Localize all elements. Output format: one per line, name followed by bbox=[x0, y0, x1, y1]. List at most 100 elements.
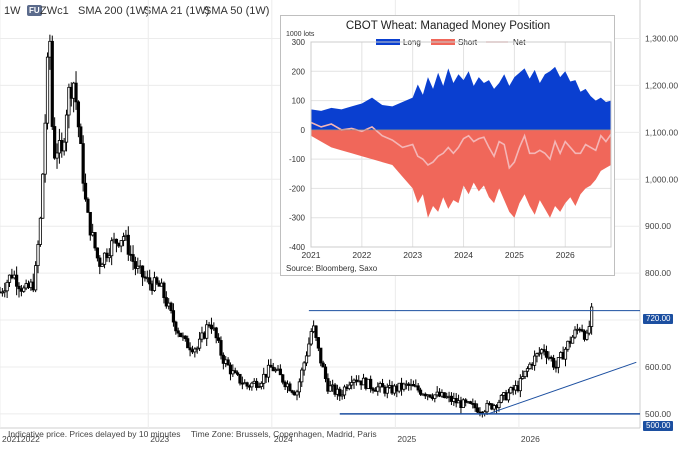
candle-body bbox=[418, 389, 423, 395]
timeframe-label[interactable]: 1W bbox=[4, 5, 21, 17]
candle-body bbox=[573, 329, 577, 338]
sma200-label[interactable]: SMA 200 (1W) bbox=[78, 5, 150, 17]
candle-body bbox=[380, 383, 385, 388]
y-tick-label: 500.00 bbox=[645, 409, 671, 419]
price-tag-500: 500.00 bbox=[643, 421, 674, 431]
candle-body bbox=[100, 263, 104, 267]
y-tick-label: 800.00 bbox=[645, 268, 671, 278]
candle-body bbox=[566, 340, 570, 350]
candle-body bbox=[50, 40, 54, 127]
candle-body bbox=[114, 238, 119, 244]
inset-x-tick-label: 2023 bbox=[403, 250, 422, 260]
candle-body bbox=[369, 378, 373, 390]
candle-body bbox=[205, 324, 209, 339]
candle-body bbox=[385, 386, 389, 394]
inset-unit-label: 1000 lots bbox=[286, 31, 315, 38]
candle-body bbox=[314, 325, 318, 338]
candle-body bbox=[461, 399, 465, 408]
candle-body bbox=[107, 255, 111, 259]
candle-body bbox=[321, 362, 325, 368]
candle-body bbox=[38, 217, 42, 245]
candle-body bbox=[226, 359, 230, 366]
inset-y-tick-label: -200 bbox=[289, 184, 306, 193]
y-tick-label: 1,100.00 bbox=[645, 127, 678, 137]
candle-body bbox=[473, 403, 477, 409]
candle-body bbox=[15, 274, 19, 287]
candle-body bbox=[133, 261, 138, 269]
candle-body bbox=[537, 352, 541, 355]
candle-body bbox=[186, 338, 190, 349]
candle-body bbox=[533, 355, 537, 366]
candle-body bbox=[250, 382, 254, 388]
exchange-badge: FU bbox=[27, 5, 42, 16]
symbol-label[interactable]: ZWc1 bbox=[40, 5, 69, 17]
candle-body bbox=[162, 282, 166, 299]
candle-body bbox=[22, 287, 26, 292]
candle-body bbox=[266, 364, 271, 378]
candle-body bbox=[295, 391, 299, 396]
candle-body bbox=[338, 388, 342, 397]
candle-body bbox=[288, 383, 292, 392]
candle-body bbox=[83, 182, 88, 200]
candle-body bbox=[523, 370, 527, 378]
candle-body bbox=[319, 347, 323, 364]
candle-body bbox=[95, 247, 100, 259]
candle-body bbox=[238, 373, 242, 384]
inset-y-tick-label: 200 bbox=[292, 67, 306, 76]
candle-body bbox=[340, 394, 344, 397]
candle-body bbox=[53, 126, 57, 159]
x-tick-label: 20212022 bbox=[2, 434, 40, 444]
candle-body bbox=[169, 302, 173, 311]
rising-trendline bbox=[487, 361, 637, 415]
candle-body bbox=[233, 370, 237, 374]
candle-body bbox=[34, 265, 38, 291]
candle-body bbox=[371, 388, 375, 391]
candle-body bbox=[585, 332, 589, 340]
candle-body bbox=[350, 382, 354, 386]
x-tick-label: 2025 bbox=[397, 434, 416, 444]
candle-body bbox=[411, 384, 416, 387]
sma21-label[interactable]: SMA 21 (1W) bbox=[144, 5, 210, 17]
candle-body bbox=[131, 254, 135, 262]
inset-x-tick-label: 2024 bbox=[454, 250, 473, 260]
candle-body bbox=[307, 343, 311, 357]
inset-x-tick-label: 2026 bbox=[556, 250, 575, 260]
candle-body bbox=[590, 306, 594, 327]
y-tick-label: 900.00 bbox=[645, 221, 671, 231]
candle-body bbox=[81, 143, 85, 184]
candle-body bbox=[171, 310, 176, 323]
candle-body bbox=[433, 394, 437, 399]
y-tick-label: 1,200.00 bbox=[645, 80, 678, 90]
candle-body bbox=[347, 384, 351, 390]
candle-body bbox=[74, 82, 78, 103]
candle-body bbox=[499, 394, 503, 403]
candle-body bbox=[176, 330, 180, 334]
sma50-label[interactable]: SMA 50 (1W) bbox=[204, 5, 270, 17]
candle-body bbox=[271, 366, 275, 372]
candle-body bbox=[475, 407, 480, 413]
candle-body bbox=[36, 244, 40, 266]
candle-body bbox=[563, 348, 568, 360]
inset-y-tick-label: 300 bbox=[292, 38, 306, 47]
candle-body bbox=[140, 265, 145, 278]
inset-plot-frame bbox=[310, 41, 612, 248]
candle-body bbox=[464, 399, 468, 403]
positioning-inset: CBOT Wheat: Managed Money Position 1000 l… bbox=[280, 15, 615, 276]
candle-body bbox=[228, 364, 233, 375]
candle-body bbox=[518, 378, 522, 392]
candle-body bbox=[290, 390, 294, 393]
candle-body bbox=[255, 380, 259, 388]
candle-body bbox=[326, 378, 330, 392]
candle-body bbox=[178, 332, 183, 338]
candle-body bbox=[342, 386, 347, 396]
timezone-note: Time Zone: Brussels, Copenhagen, Madrid,… bbox=[190, 429, 377, 439]
candle-body bbox=[45, 56, 50, 124]
y-tick-label: 1,000.00 bbox=[645, 174, 678, 184]
candle-body bbox=[126, 234, 130, 255]
candle-body bbox=[506, 392, 511, 401]
candle-body bbox=[556, 357, 560, 368]
y-tick-label: 600.00 bbox=[645, 362, 671, 372]
inset-title: CBOT Wheat: Managed Money Position bbox=[346, 20, 550, 32]
candle-body bbox=[402, 383, 406, 390]
